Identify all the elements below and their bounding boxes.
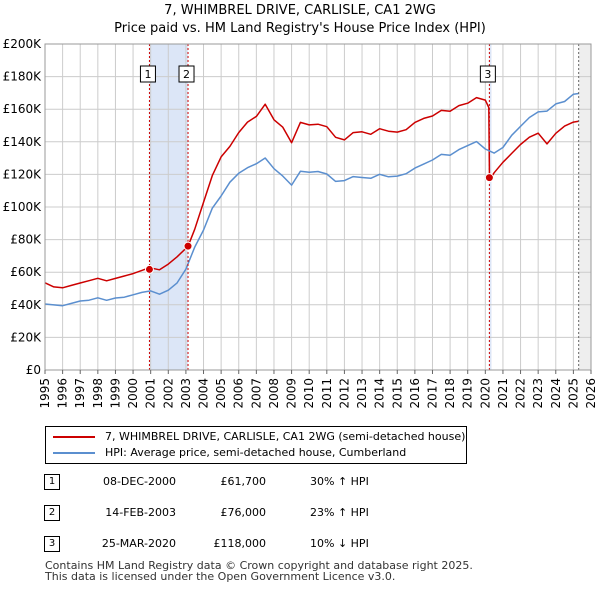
y-tick-label: £20K [10, 330, 42, 344]
legend-property-label: 7, WHIMBREL DRIVE, CARLISLE, CA1 2WG (se… [105, 430, 466, 443]
table-row: 3 25-MAR-2020 £118,000 10% ↓ HPI [44, 534, 404, 554]
x-tick-label: 1996 [56, 378, 70, 409]
x-tick-label: 2019 [461, 378, 475, 409]
y-tick-label: £180K [3, 70, 43, 84]
x-tick-label: 2026 [584, 378, 598, 409]
x-tick-label: 2025 [566, 378, 580, 409]
chart-title-line1: 7, WHIMBREL DRIVE, CARLISLE, CA1 2WG [164, 3, 436, 18]
footer-copyright: Contains HM Land Registry data © Crown c… [45, 559, 473, 572]
legend: 7, WHIMBREL DRIVE, CARLISLE, CA1 2WG (se… [45, 426, 467, 464]
sale-number-badge: 2 [44, 505, 60, 521]
x-tick-label: 2001 [144, 378, 158, 409]
sale-point [144, 264, 154, 274]
x-tick-label: 2013 [355, 378, 369, 409]
y-tick-label: £100K [3, 200, 43, 214]
property-price-line [44, 96, 579, 289]
x-tick-label: 2023 [531, 378, 545, 409]
x-tick-label: 2005 [214, 378, 228, 409]
plot-frame [44, 43, 592, 371]
x-tick-label: 1999 [108, 378, 122, 409]
x-tick-label: 2014 [373, 378, 387, 409]
y-tick-label: £80K [10, 233, 42, 247]
legend-item-hpi: HPI: Average price, semi-detached house,… [53, 445, 406, 461]
y-tick-label: £120K [3, 167, 43, 181]
y-tick-label: £200K [3, 37, 43, 51]
x-tick-label: 2021 [496, 378, 510, 409]
table-row: 2 14-FEB-2003 £76,000 23% ↑ HPI [44, 503, 404, 523]
sale-label: 2 [183, 68, 190, 81]
x-tick-label: 2016 [408, 378, 422, 409]
chart-title-line2: Price paid vs. HM Land Registry's House … [114, 21, 486, 36]
x-tick-label: 2009 [285, 378, 299, 409]
y-tick-label: £40K [10, 298, 42, 312]
hpi-line [44, 92, 579, 307]
y-tick-label: £160K [3, 102, 43, 116]
x-tick-label: 2002 [161, 378, 175, 409]
sale-date: 14-FEB-2003 [105, 506, 176, 519]
x-tick-label: 2011 [320, 378, 334, 409]
x-tick-label: 2017 [425, 378, 439, 409]
legend-red-line [53, 436, 95, 438]
price-chart: 1 2 3 1995 1996 1997 1998 1999 2000 2001 2002 2003… [3, 37, 598, 409]
sale-label-box [178, 65, 195, 83]
table-row: 1 08-DEC-2000 £61,700 30% ↑ HPI [44, 472, 404, 492]
sale-point [484, 173, 494, 183]
x-tick-label: 1995 [38, 378, 52, 409]
sale-hpi-diff: 30% ↑ HPI [310, 475, 369, 488]
sale-label: 3 [484, 68, 491, 81]
sale-price: £61,700 [220, 475, 267, 488]
x-tick-label: 2022 [514, 378, 528, 409]
x-tick-label: 2007 [249, 378, 263, 409]
x-tick-label: 2006 [232, 378, 246, 409]
x-tick-label: 2003 [179, 378, 193, 409]
legend-blue-line [53, 452, 95, 454]
footer-notice: Contains HM Land Registry data © Crown c… [45, 560, 473, 582]
y-tick-label: £60K [10, 265, 42, 279]
sale-label-box [139, 65, 156, 83]
x-tick-label: 1998 [91, 378, 105, 409]
sale-number-badge: 3 [44, 536, 60, 552]
sale-date: 25-MAR-2020 [101, 537, 176, 550]
x-tick-label: 2010 [302, 378, 316, 409]
sale-label-box [479, 65, 496, 83]
x-tick-label: 2018 [443, 378, 457, 409]
sale-number-badge: 1 [44, 474, 60, 490]
sale-point [183, 241, 193, 251]
sale-hpi-diff: 10% ↓ HPI [310, 537, 369, 550]
y-tick-label: £0 [26, 363, 41, 377]
x-tick-label: 1997 [73, 378, 87, 409]
x-tick-label: 2020 [478, 378, 492, 409]
sale-hpi-diff: 23% ↑ HPI [310, 506, 369, 519]
footer-licence: This data is licensed under the Open Gov… [45, 570, 396, 583]
x-tick-label: 2015 [390, 378, 404, 409]
x-tick-label: 2024 [549, 378, 563, 409]
sale-price: £118,000 [213, 537, 267, 550]
sale-price: £76,000 [220, 506, 267, 519]
y-tick-label: £140K [3, 135, 43, 149]
legend-hpi-label: HPI: Average price, semi-detached house,… [105, 446, 407, 459]
sale-label: 1 [144, 68, 151, 81]
legend-item-property: 7, WHIMBREL DRIVE, CARLISLE, CA1 2WG (se… [53, 429, 465, 445]
x-tick-label: 2012 [337, 378, 351, 409]
x-tick-label: 2004 [197, 378, 211, 409]
sale-date: 08-DEC-2000 [102, 475, 176, 488]
x-tick-label: 2000 [126, 378, 140, 409]
x-tick-label: 2008 [267, 378, 281, 409]
